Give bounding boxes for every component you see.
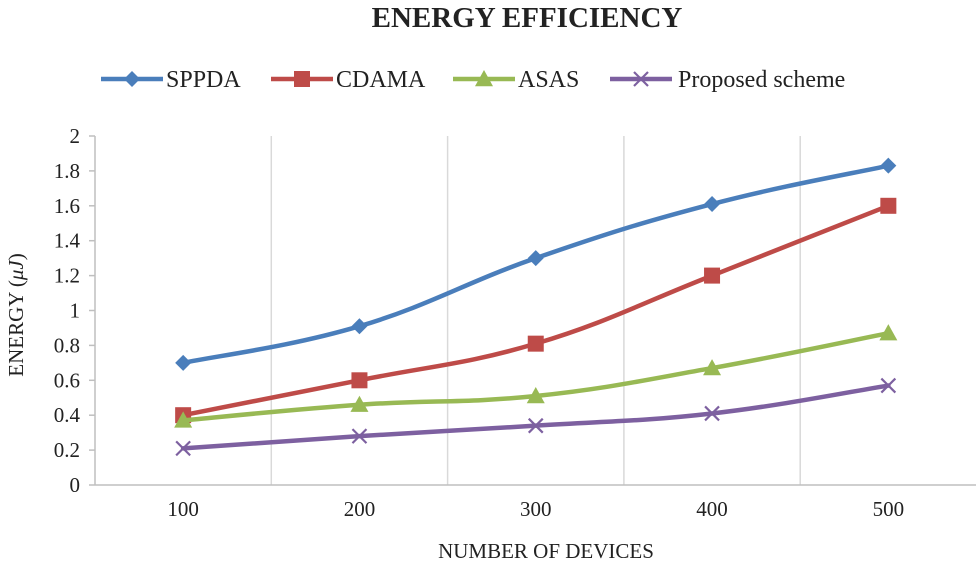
y-tick-label: 1.6: [54, 194, 80, 218]
legend-label: ASAS: [518, 67, 579, 93]
legend-marker: [633, 71, 649, 87]
y-tick-label: 0.8: [54, 333, 80, 357]
series-cdama: [175, 197, 897, 424]
legend-item: Proposed scheme: [610, 67, 845, 93]
data-point: [704, 267, 721, 284]
data-point: [880, 197, 897, 214]
legend-item: ASAS: [453, 67, 579, 93]
data-point: [351, 428, 368, 444]
data-point: [175, 440, 191, 457]
series-sppda: [175, 157, 897, 371]
data-point: [704, 196, 721, 213]
y-axis-title: ENERGY (μJ): [4, 253, 28, 377]
data-point: [527, 335, 544, 352]
x-axis-ticks: 100 200 300 400 500: [167, 497, 904, 521]
chart-title: ENERGY EFFICIENCY: [372, 2, 683, 34]
x-tick-label: 100: [167, 497, 199, 521]
x-tick-label: 400: [696, 497, 728, 521]
x-axis-title: NUMBER OF DEVICES: [438, 539, 654, 563]
series-proposed-scheme: [175, 377, 897, 457]
y-tick-label: 0.4: [54, 403, 81, 427]
y-axis-title-unit: μJ: [4, 259, 28, 282]
data-point: [174, 411, 193, 428]
y-axis-title-suffix: ): [4, 253, 28, 260]
data-point: [704, 405, 720, 422]
data-point: [351, 318, 368, 335]
data-point: [880, 157, 897, 174]
series-layer: [174, 157, 898, 457]
series-asas: [174, 324, 898, 428]
legend: SPPDA CDAMA ASAS Proposed scheme: [101, 67, 845, 93]
data-point: [350, 395, 369, 412]
y-tick-label: 1.8: [54, 159, 80, 183]
y-tick-label: 0.2: [54, 438, 80, 462]
data-point: [527, 417, 544, 434]
legend-marker: [475, 70, 493, 87]
data-point: [703, 359, 722, 376]
legend-item: CDAMA: [271, 67, 426, 93]
gridlines: [270, 136, 801, 485]
legend-label: Proposed scheme: [678, 67, 845, 93]
y-axis-ticks: 0 0.2 0.4 0.6 0.8 1 1.2 1.4 1.6 1.8 2: [54, 124, 95, 497]
axes: [94, 136, 976, 486]
x-tick-label: 300: [520, 497, 552, 521]
y-tick-label: 1: [70, 299, 81, 323]
legend-label: CDAMA: [336, 67, 426, 93]
x-tick-label: 500: [873, 497, 905, 521]
data-point: [175, 354, 192, 371]
legend-item: SPPDA: [101, 67, 241, 93]
y-tick-label: 0.6: [54, 368, 80, 392]
y-tick-label: 1.2: [54, 264, 80, 288]
x-tick-label: 200: [344, 497, 376, 521]
legend-marker: [124, 71, 140, 87]
data-point: [880, 377, 897, 394]
data-point: [879, 324, 898, 341]
y-tick-label: 2: [70, 124, 81, 148]
series-line: [180, 203, 891, 418]
data-point: [527, 250, 544, 267]
y-tick-label: 0: [70, 473, 81, 497]
legend-label: SPPDA: [166, 67, 241, 93]
data-point: [351, 372, 368, 389]
y-tick-label: 1.4: [54, 229, 81, 253]
y-axis-title-prefix: ENERGY (: [4, 280, 28, 377]
data-point: [526, 387, 545, 404]
legend-marker: [294, 71, 310, 87]
